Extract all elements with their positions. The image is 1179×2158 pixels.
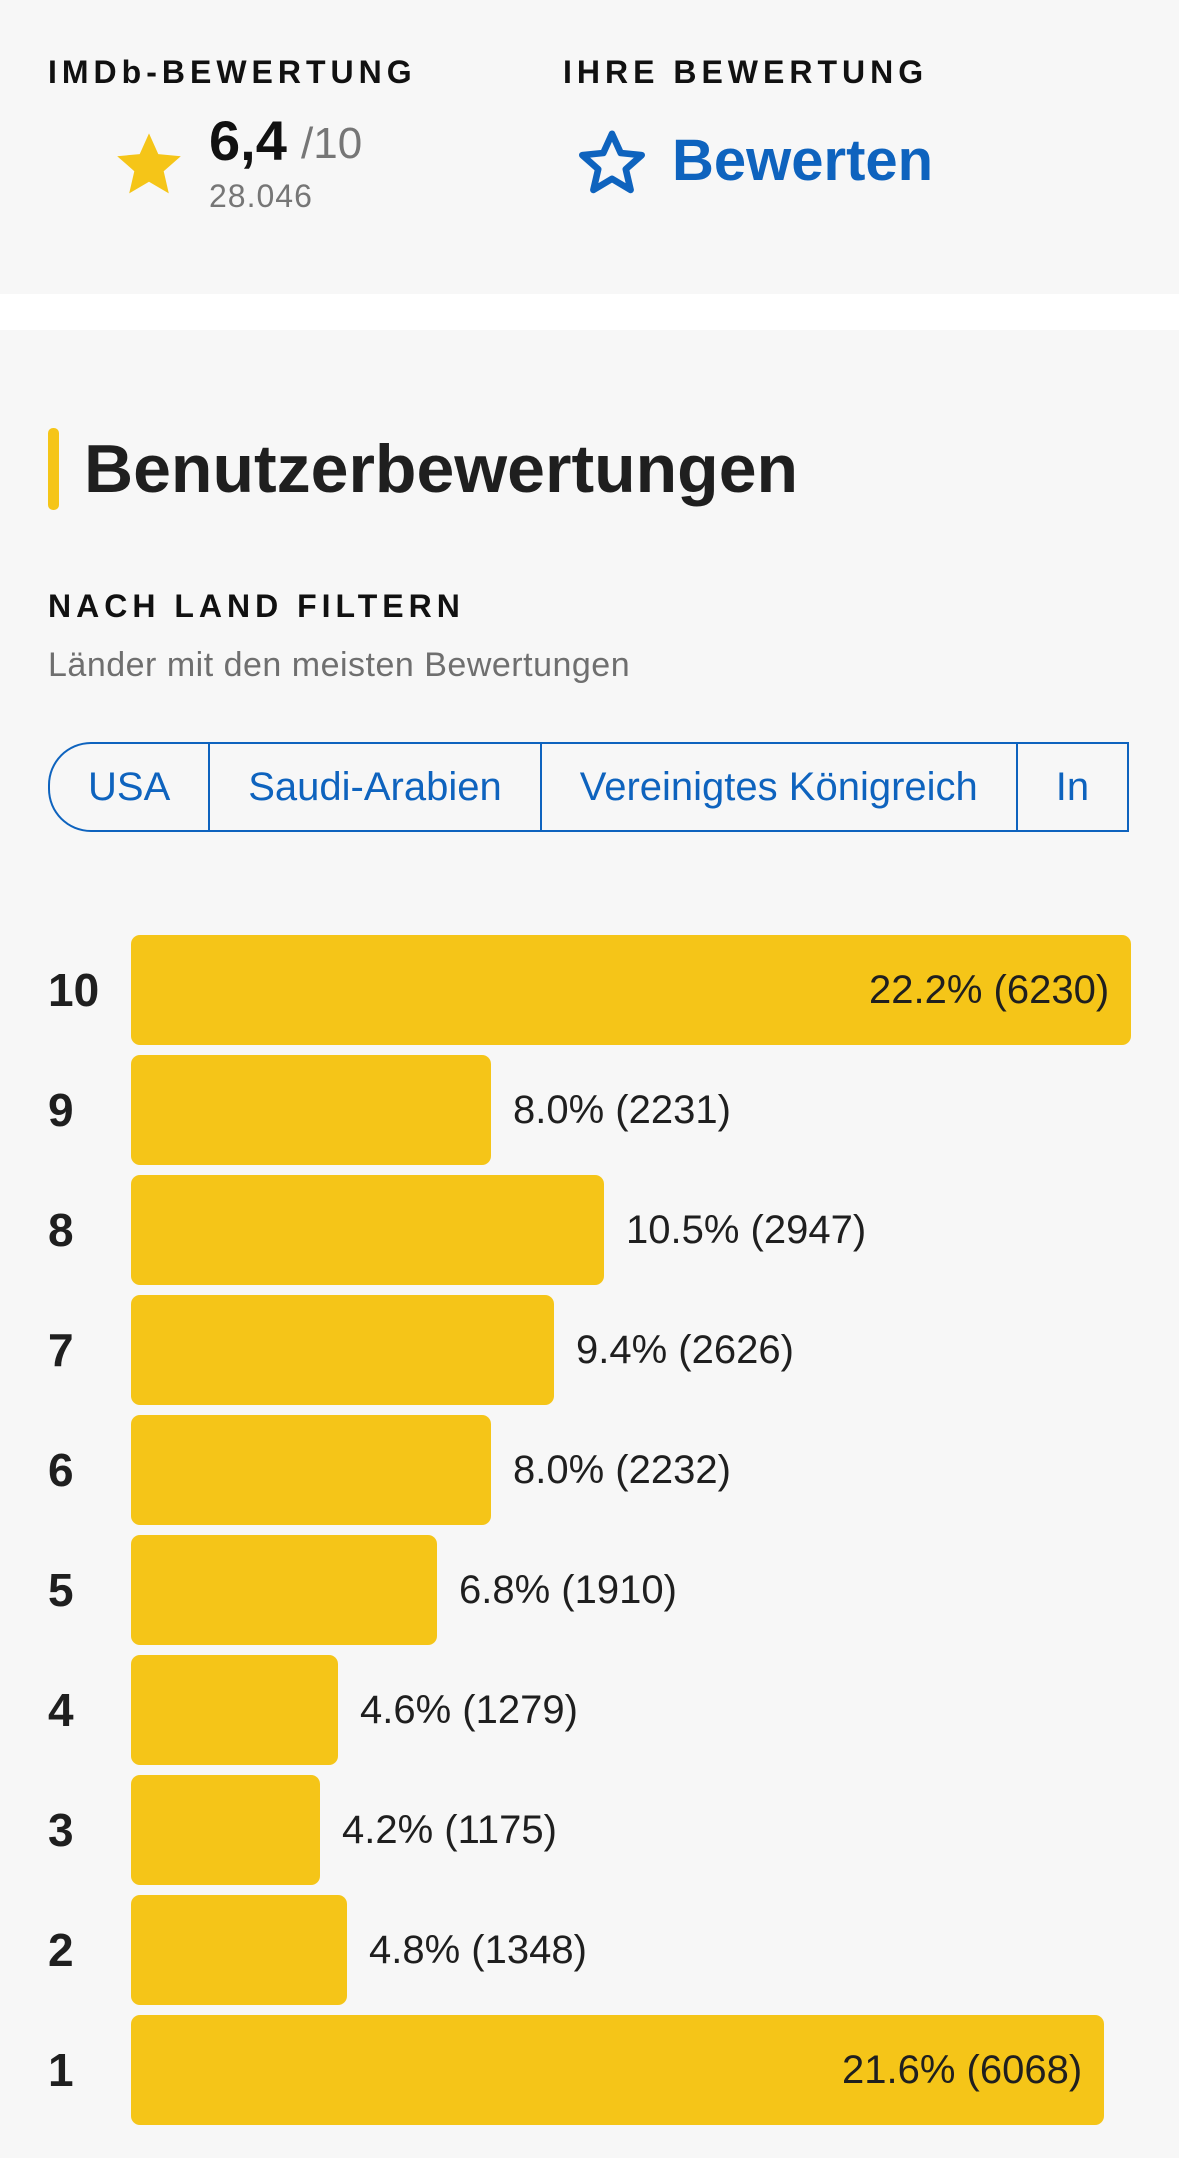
histogram-value-label: 21.6% (6068) — [842, 2048, 1083, 2092]
histogram-value-label: 4.2% (1175) — [342, 1808, 557, 1852]
histogram-row: 10 22.2% (6230) — [0, 935, 1179, 1045]
country-chip-in[interactable]: In — [1018, 744, 1130, 830]
imdb-rating-value: 6,4 — [209, 109, 287, 172]
histogram-rating-label: 1 — [48, 2044, 74, 2096]
histogram-row: 9 8.0% (2231) — [0, 1055, 1179, 1165]
histogram-rating-label: 9 — [48, 1084, 74, 1136]
rating-header: IMDb-BEWERTUNG IHRE BEWERTUNG 6,4 /10 28… — [0, 0, 1179, 294]
imdb-rating-max: /10 — [301, 119, 363, 168]
histogram-value-label: 6.8% (1910) — [459, 1568, 677, 1612]
filter-title: NACH LAND FILTERN — [48, 588, 465, 624]
histogram-rating-label: 5 — [48, 1564, 74, 1616]
histogram-row: 3 4.2% (1175) — [0, 1775, 1179, 1885]
histogram-value-label: 10.5% (2947) — [626, 1208, 867, 1252]
histogram-bar[interactable] — [131, 1295, 554, 1405]
histogram-value-label: 8.0% (2231) — [513, 1088, 731, 1132]
star-filled-icon — [117, 133, 181, 194]
histogram-rating-label: 4 — [48, 1684, 74, 1736]
histogram-bar[interactable] — [131, 1775, 320, 1885]
histogram-bar[interactable] — [131, 2015, 1104, 2125]
histogram-row: 5 6.8% (1910) — [0, 1535, 1179, 1645]
histogram-row: 6 8.0% (2232) — [0, 1415, 1179, 1525]
imdb-rating-label: IMDb-BEWERTUNG — [48, 54, 417, 90]
section-title: Benutzerbewertungen — [84, 431, 799, 507]
histogram-bar[interactable] — [131, 1415, 491, 1525]
histogram-value-label: 9.4% (2626) — [576, 1328, 794, 1372]
country-chip-group: USA Saudi-Arabien Vereinigtes Königreich In — [48, 742, 1130, 832]
histogram-bar[interactable] — [131, 935, 1131, 1045]
imdb-rating-count: 28.046 — [209, 178, 313, 214]
rate-button[interactable]: Bewerten — [560, 112, 960, 212]
country-chip-vereinigtes-königreich[interactable]: Vereinigtes Königreich — [542, 744, 1018, 830]
histogram-value-label: 22.2% (6230) — [869, 968, 1110, 1012]
histogram-row: 4 4.6% (1279) — [0, 1655, 1179, 1765]
histogram-value-label: 8.0% (2232) — [513, 1448, 731, 1492]
section-divider — [0, 294, 1179, 330]
histogram-bar[interactable] — [131, 1535, 437, 1645]
country-chip-saudi-arabien[interactable]: Saudi-Arabien — [210, 744, 542, 830]
country-filter-scroller[interactable]: USA Saudi-Arabien Vereinigtes Königreich In — [48, 742, 1131, 832]
your-rating-label: IHRE BEWERTUNG — [563, 54, 929, 90]
histogram-rating-label: 3 — [48, 1804, 74, 1856]
histogram-value-label: 4.8% (1348) — [369, 1928, 587, 1972]
histogram-bar[interactable] — [131, 1655, 338, 1765]
country-chip-usa[interactable]: USA — [50, 744, 211, 830]
star-outline-icon — [579, 130, 645, 194]
histogram-bar[interactable] — [131, 1055, 491, 1165]
rate-button-label: Bewerten — [672, 128, 934, 193]
histogram-row: 2 4.8% (1348) — [0, 1895, 1179, 2005]
histogram-bar[interactable] — [131, 1175, 604, 1285]
histogram-rating-label: 2 — [48, 1924, 74, 1976]
histogram-row: 8 10.5% (2947) — [0, 1175, 1179, 1285]
histogram-value-label: 4.6% (1279) — [360, 1688, 578, 1732]
histogram-row: 1 21.6% (6068) — [0, 2015, 1179, 2125]
histogram-rating-label: 10 — [48, 964, 100, 1016]
histogram-bar[interactable] — [131, 1895, 347, 2005]
histogram-rating-label: 6 — [48, 1444, 74, 1496]
filter-subtitle: Länder mit den meisten Bewertungen — [48, 646, 631, 684]
histogram-rating-label: 7 — [48, 1324, 74, 1376]
histogram-rating-label: 8 — [48, 1204, 74, 1256]
section-accent-bar — [48, 428, 59, 510]
histogram-row: 7 9.4% (2626) — [0, 1295, 1179, 1405]
